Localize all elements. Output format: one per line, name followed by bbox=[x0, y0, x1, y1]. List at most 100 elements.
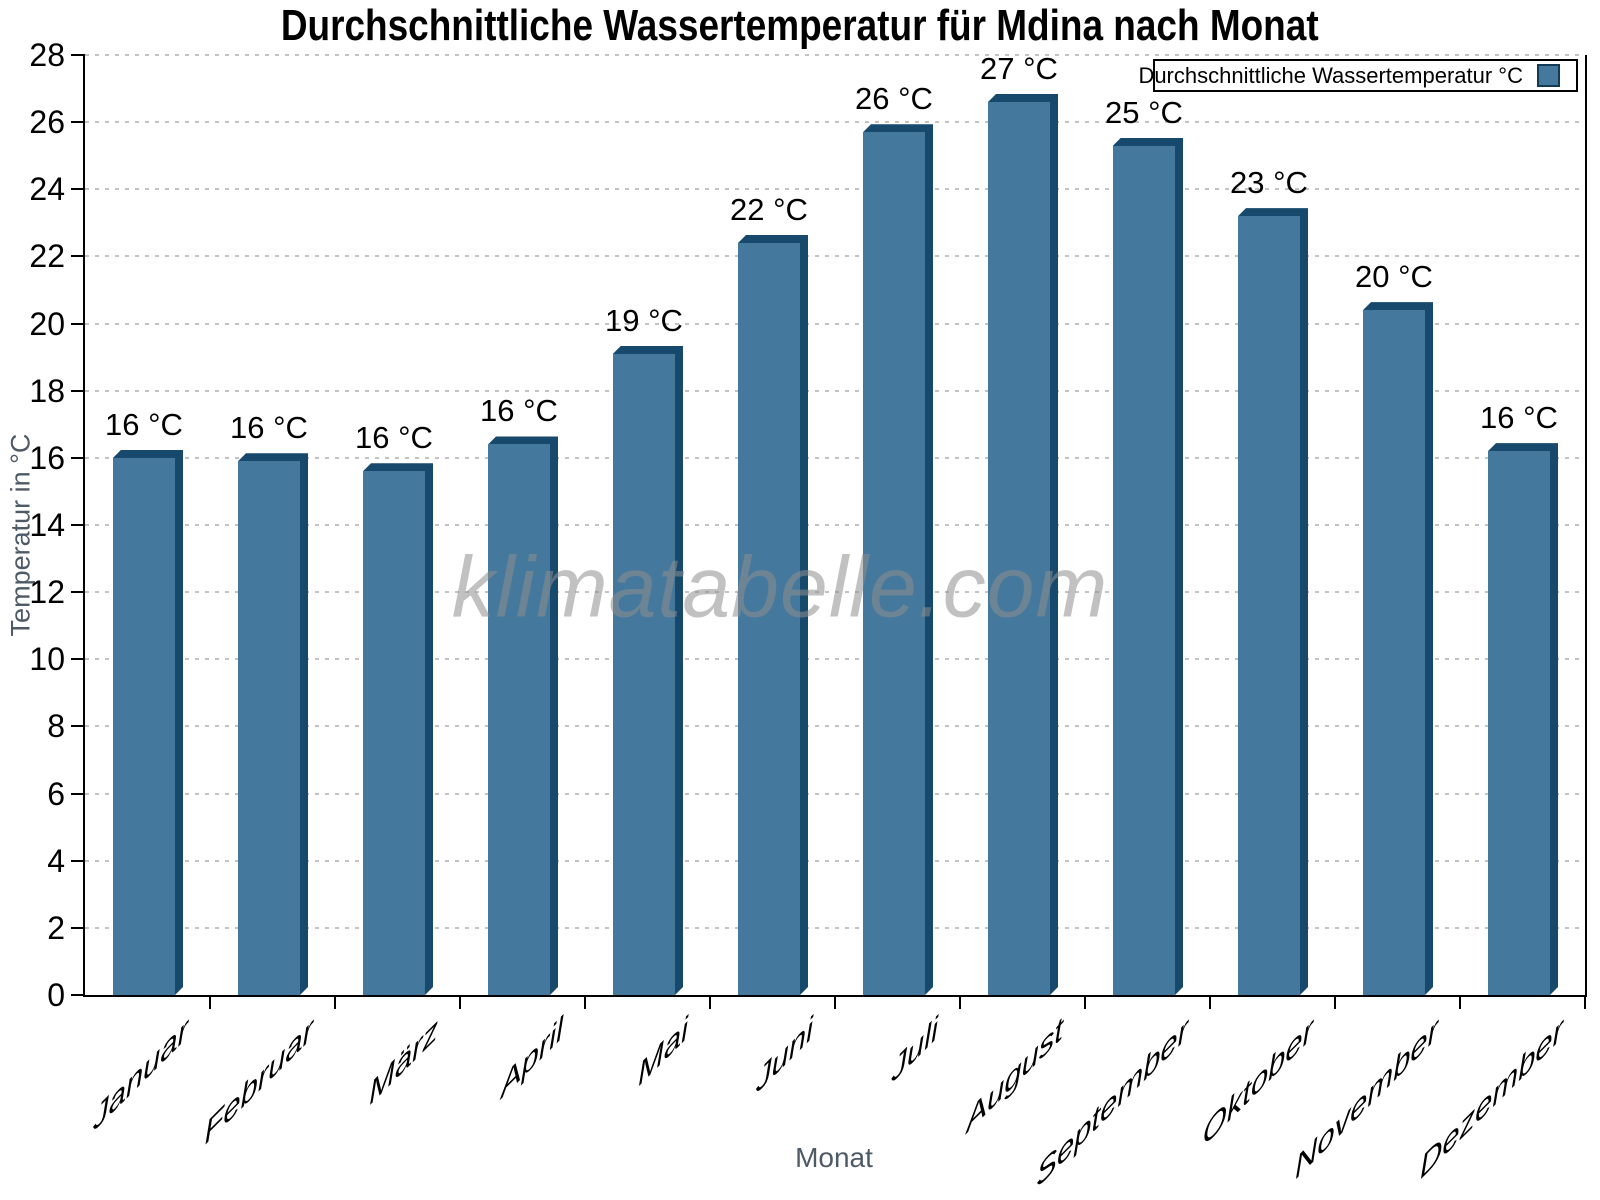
bar-face bbox=[1488, 451, 1550, 995]
chart-title: Durchschnittliche Wassertemperatur für M… bbox=[0, 0, 1600, 52]
bar-juli bbox=[863, 124, 933, 995]
x-axis-line bbox=[83, 995, 1587, 997]
x-tick-label-januar: Januar bbox=[92, 1009, 188, 1139]
value-label-september: 25 °C bbox=[1105, 94, 1183, 130]
y-tick-label-22: 22 bbox=[29, 238, 65, 275]
y-tick-12 bbox=[71, 591, 85, 594]
value-label-februar: 16 °C bbox=[230, 410, 308, 446]
y-tick-label-12: 12 bbox=[29, 574, 65, 611]
x-tick-label-dezember: Dezember bbox=[1419, 1009, 1563, 1187]
x-tick-label-märz: März bbox=[368, 1009, 438, 1113]
bar-dezember bbox=[1488, 443, 1558, 995]
x-tick-7 bbox=[959, 997, 961, 1009]
gridline-28 bbox=[85, 54, 1585, 56]
x-tick-9 bbox=[1209, 997, 1211, 1009]
y-tick-label-26: 26 bbox=[29, 104, 65, 141]
x-tick-12 bbox=[1584, 997, 1586, 1009]
gridline-4 bbox=[85, 859, 1585, 862]
gridline-8 bbox=[85, 725, 1585, 728]
bar-face bbox=[613, 354, 675, 995]
legend: Durchschnittliche Wassertemperatur °C bbox=[1138, 59, 1578, 92]
value-label-november: 20 °C bbox=[1355, 259, 1433, 295]
bar-face bbox=[113, 458, 175, 995]
bar-juni bbox=[738, 235, 808, 995]
y-tick-0 bbox=[71, 994, 85, 996]
bar-face bbox=[238, 461, 300, 995]
value-label-oktober: 23 °C bbox=[1230, 165, 1308, 201]
y-tick-10 bbox=[71, 658, 85, 661]
legend-label: Durchschnittliche Wassertemperatur °C bbox=[1138, 62, 1523, 88]
x-tick-label-november: November bbox=[1294, 1009, 1438, 1187]
x-tick-4 bbox=[584, 997, 586, 1009]
y-tick-label-2: 2 bbox=[47, 909, 65, 946]
y-tick-24 bbox=[71, 188, 85, 191]
bar-face bbox=[363, 471, 425, 995]
value-label-april: 16 °C bbox=[480, 393, 558, 429]
y-tick-label-18: 18 bbox=[29, 372, 65, 409]
y-tick-6 bbox=[71, 792, 85, 795]
value-label-märz: 16 °C bbox=[355, 420, 433, 456]
bar-face bbox=[863, 132, 925, 995]
bar-face bbox=[488, 444, 550, 995]
y-tick-28 bbox=[71, 54, 85, 56]
x-tick-label-oktober: Oktober bbox=[1202, 1009, 1313, 1155]
plot-area: 0 2 4 6 8 10 12 14 16 18 20 22 24 26 28 16 °C Januar 16 °… bbox=[29, 37, 1587, 1196]
y-tick-label-14: 14 bbox=[29, 507, 65, 543]
value-label-januar: 16 °C bbox=[105, 406, 183, 442]
x-tick-label-februar: Februar bbox=[203, 1009, 313, 1153]
legend-swatch-icon bbox=[1537, 64, 1560, 87]
y-tick-label-0: 0 bbox=[47, 977, 65, 1013]
bar-februar bbox=[238, 453, 308, 995]
y-tick-16 bbox=[71, 456, 85, 459]
gridline-26 bbox=[85, 121, 1585, 124]
gridline-16 bbox=[85, 456, 1585, 459]
y-tick-4 bbox=[71, 859, 85, 862]
bar-mai bbox=[613, 346, 683, 995]
x-tick-label-april: April bbox=[500, 1009, 563, 1107]
gridline-12 bbox=[85, 591, 1585, 594]
value-label-august: 27 °C bbox=[980, 51, 1058, 86]
x-tick-label-juni: Juni bbox=[755, 1009, 813, 1101]
gridline-24 bbox=[85, 188, 1585, 191]
y-tick-26 bbox=[71, 121, 85, 124]
y-tick-22 bbox=[71, 255, 85, 258]
x-tick-1 bbox=[209, 997, 211, 1009]
bar-face bbox=[988, 102, 1050, 995]
x-tick-11 bbox=[1459, 997, 1461, 1009]
y-tick-label-20: 20 bbox=[29, 305, 65, 342]
gridline-6 bbox=[85, 792, 1585, 795]
bar-face bbox=[1113, 146, 1175, 995]
x-axis-title: Monat bbox=[795, 1142, 873, 1173]
bar-april bbox=[488, 436, 558, 995]
watermark: klimatabelle.com bbox=[451, 539, 1109, 636]
value-label-dezember: 16 °C bbox=[1480, 400, 1558, 436]
plot-right-border bbox=[1585, 55, 1587, 997]
y-tick-label-10: 10 bbox=[29, 641, 65, 678]
y-tick-8 bbox=[71, 725, 85, 728]
y-tick-label-16: 16 bbox=[29, 439, 65, 476]
bar-märz bbox=[363, 463, 433, 995]
x-tick-5 bbox=[709, 997, 711, 1009]
x-tick-label-juli: Juli bbox=[890, 1009, 938, 1091]
x-tick-10 bbox=[1334, 997, 1336, 1009]
bar-januar bbox=[113, 450, 183, 995]
x-tick-label-august: August bbox=[965, 1009, 1063, 1141]
gridline-22 bbox=[85, 255, 1585, 258]
bar-face bbox=[1238, 216, 1300, 995]
bar-oktober bbox=[1238, 208, 1308, 995]
y-tick-label-24: 24 bbox=[29, 171, 65, 208]
y-tick-14 bbox=[71, 524, 85, 526]
bar-face bbox=[738, 243, 800, 995]
x-tick-label-mai: Mai bbox=[637, 1009, 688, 1094]
bar-august bbox=[988, 94, 1058, 995]
value-label-juli: 26 °C bbox=[855, 81, 933, 117]
x-tick-2 bbox=[334, 997, 336, 1009]
y-tick-2 bbox=[71, 926, 85, 929]
y-axis-line bbox=[83, 55, 85, 997]
gridline-14 bbox=[85, 524, 1585, 526]
gridline-20 bbox=[85, 322, 1585, 325]
gridline-10 bbox=[85, 658, 1585, 661]
y-tick-label-4: 4 bbox=[47, 842, 65, 879]
bar-november bbox=[1363, 302, 1433, 995]
